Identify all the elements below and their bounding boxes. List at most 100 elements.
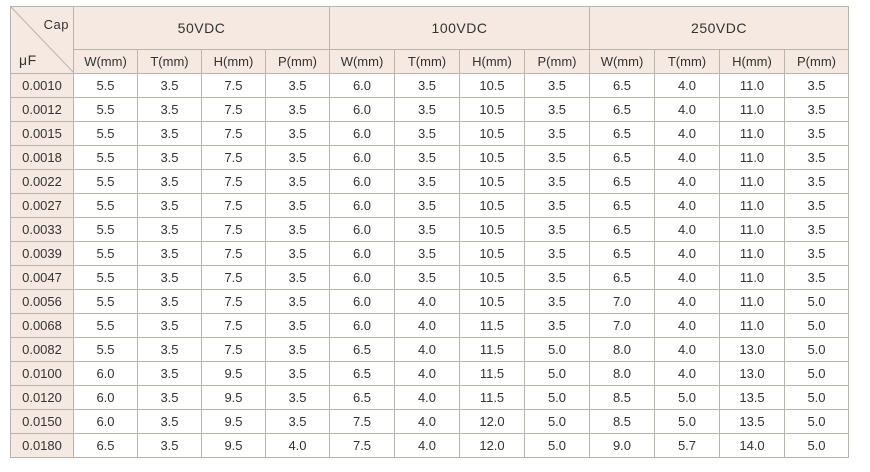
dimension-cell: 10.5: [459, 145, 525, 170]
dimension-cell: 5.0: [784, 361, 849, 386]
dimension-cell: 6.5: [329, 337, 395, 362]
capacitance-cell: 0.0082: [10, 337, 74, 362]
table-row: 0.0056 5.5 3.5 7.5 3.5 6.0 4.0 10.5 3.5 7.0 4.0 11.…: [10, 289, 849, 314]
dimension-cell: 6.5: [589, 169, 655, 194]
dimension-cell: 14.0: [719, 433, 785, 458]
group-header-250vdc: 250VDC: [589, 6, 849, 50]
dimension-cell: 3.5: [137, 433, 202, 458]
dimension-cell: 6.5: [589, 73, 655, 98]
dimension-cell: 10.5: [459, 265, 525, 290]
dimension-cell: 3.5: [394, 265, 460, 290]
table-row: 0.0047 5.5 3.5 7.5 3.5 6.0 3.5 10.5 3.5 6.5 4.0 11.…: [10, 265, 849, 290]
table-row: 0.0012 5.5 3.5 7.5 3.5 6.0 3.5 10.5 3.5 6.5 4.0 11.…: [10, 97, 849, 122]
dimension-cell: 6.0: [329, 265, 395, 290]
dimension-cell: 3.5: [265, 169, 330, 194]
capacitance-cell: 0.0033: [10, 217, 74, 242]
dimension-cell: 6.5: [589, 193, 655, 218]
dimension-cell: 3.5: [265, 73, 330, 98]
dimension-cell: 3.5: [137, 241, 202, 266]
dimension-cell: 6.0: [73, 385, 138, 410]
dimension-cell: 4.0: [654, 337, 720, 362]
dimension-cell: 4.0: [654, 145, 720, 170]
dimension-cell: 7.0: [589, 313, 655, 338]
dimension-cell: 3.5: [394, 121, 460, 146]
dimension-cell: 11.5: [459, 361, 525, 386]
column-header: W(mm): [329, 49, 395, 74]
capacitance-cell: 0.0039: [10, 241, 74, 266]
dimension-cell: 3.5: [265, 337, 330, 362]
dimension-cell: 3.5: [784, 241, 849, 266]
table-row: 0.0082 5.5 3.5 7.5 3.5 6.5 4.0 11.5 5.0 8.0 4.0 13.…: [10, 337, 849, 362]
capacitance-cell: 0.0180: [10, 433, 74, 458]
dimension-cell: 5.5: [73, 289, 138, 314]
capacitance-cell: 0.0047: [10, 265, 74, 290]
dimension-cell: 3.5: [265, 217, 330, 242]
dimension-cell: 10.5: [459, 121, 525, 146]
dimension-cell: 5.5: [73, 313, 138, 338]
dimension-cell: 4.0: [394, 313, 460, 338]
dimension-cell: 6.5: [589, 121, 655, 146]
dimension-cell: 3.5: [265, 385, 330, 410]
dimension-cell: 5.0: [524, 337, 590, 362]
dimension-cell: 11.0: [719, 265, 785, 290]
dimension-cell: 7.5: [201, 145, 266, 170]
dimension-cell: 10.5: [459, 289, 525, 314]
dimension-cell: 6.0: [329, 145, 395, 170]
dimension-cell: 7.5: [201, 313, 266, 338]
dimension-cell: 6.5: [589, 145, 655, 170]
dimension-cell: 3.5: [524, 169, 590, 194]
dimension-cell: 6.0: [329, 289, 395, 314]
dimension-cell: 3.5: [137, 193, 202, 218]
group-header-50vdc: 50VDC: [73, 6, 330, 50]
dimension-cell: 3.5: [784, 265, 849, 290]
dimension-cell: 3.5: [524, 97, 590, 122]
dimension-cell: 4.0: [654, 217, 720, 242]
column-header: T(mm): [394, 49, 460, 74]
dimension-cell: 9.5: [201, 433, 266, 458]
dimension-cell: 5.5: [73, 265, 138, 290]
dimension-cell: 3.5: [137, 265, 202, 290]
column-header: W(mm): [73, 49, 138, 74]
dimension-cell: 3.5: [524, 73, 590, 98]
dimension-cell: 3.5: [137, 409, 202, 434]
dimension-cell: 3.5: [137, 73, 202, 98]
table-row: 0.0018 5.5 3.5 7.5 3.5 6.0 3.5 10.5 3.5 6.5 4.0 11.…: [10, 145, 849, 170]
table-row: 0.0010 5.5 3.5 7.5 3.5 6.0 3.5 10.5 3.5 6.5 4.0 11.…: [10, 73, 849, 98]
dimension-cell: 9.0: [589, 433, 655, 458]
dimension-cell: 4.0: [654, 97, 720, 122]
dimension-cell: 3.5: [524, 313, 590, 338]
dimension-cell: 3.5: [784, 145, 849, 170]
dimension-cell: 11.0: [719, 217, 785, 242]
dimension-cell: 10.5: [459, 169, 525, 194]
dimension-cell: 6.5: [589, 265, 655, 290]
capacitance-cell: 0.0022: [10, 169, 74, 194]
dimension-cell: 4.0: [265, 433, 330, 458]
dimension-cell: 3.5: [394, 169, 460, 194]
dimension-cell: 3.5: [265, 121, 330, 146]
dimension-cell: 4.0: [654, 169, 720, 194]
dimension-cell: 5.0: [524, 361, 590, 386]
dimension-cell: 13.0: [719, 337, 785, 362]
capacitor-dimension-table: Cap μF 50VDC 100VDC 250VDC W(mm) T(mm) H(m…: [10, 6, 849, 458]
dimension-cell: 5.0: [654, 385, 720, 410]
dimension-cell: 7.5: [329, 409, 395, 434]
dimension-cell: 4.0: [394, 289, 460, 314]
dimension-cell: 6.5: [589, 217, 655, 242]
dimension-cell: 5.5: [73, 169, 138, 194]
dimension-cell: 5.5: [73, 337, 138, 362]
dimension-cell: 6.5: [589, 97, 655, 122]
dimension-cell: 3.5: [137, 337, 202, 362]
cap-label: Cap: [43, 17, 69, 32]
table-row: 0.0039 5.5 3.5 7.5 3.5 6.0 3.5 10.5 3.5 6.5 4.0 11.…: [10, 241, 849, 266]
dimension-cell: 10.5: [459, 97, 525, 122]
corner-header-cell: Cap μF: [10, 6, 74, 74]
dimension-cell: 3.5: [394, 241, 460, 266]
table-row: 0.0068 5.5 3.5 7.5 3.5 6.0 4.0 11.5 3.5 7.0 4.0 11.…: [10, 313, 849, 338]
dimension-cell: 4.0: [394, 337, 460, 362]
dimension-cell: 11.5: [459, 337, 525, 362]
dimension-cell: 4.0: [654, 289, 720, 314]
dimension-cell: 4.0: [394, 409, 460, 434]
capacitance-cell: 0.0015: [10, 121, 74, 146]
dimension-cell: 5.5: [73, 145, 138, 170]
dimension-cell: 3.5: [394, 145, 460, 170]
